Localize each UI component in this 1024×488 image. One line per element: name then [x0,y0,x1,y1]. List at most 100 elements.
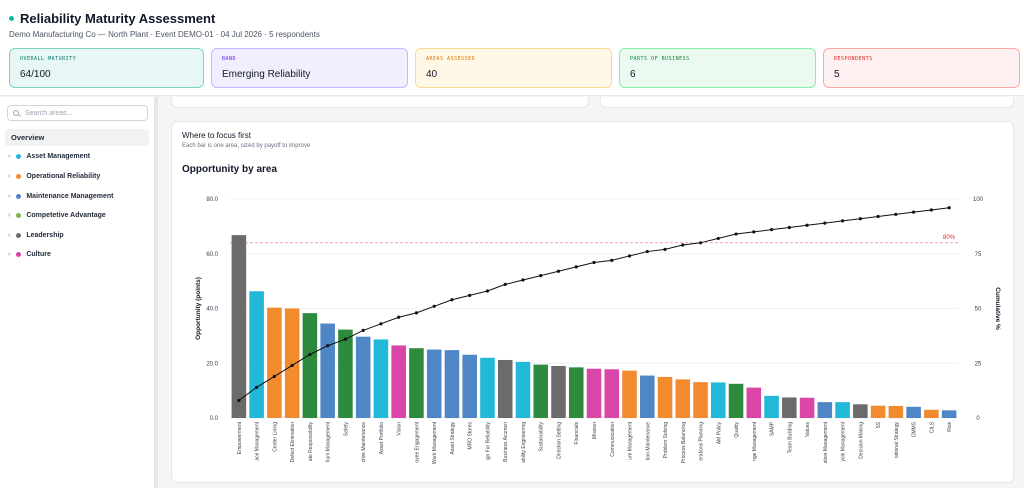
bar [924,409,939,418]
sidebar-item-label: Culture [26,251,51,258]
y-tick-label: 40.0 [206,307,218,313]
page-title: Reliability Maturity Assessment [20,11,216,26]
cumulative-point [432,304,436,308]
x-tick-label: ycle Management [841,421,847,461]
bar [480,357,495,418]
x-tick-label: tium Management [326,421,332,462]
sidebar-item-asset-management[interactable]: › Asset Management [8,153,90,160]
y2-tick-label: 0 [976,416,980,422]
bar [267,307,282,418]
previous-panel-left [171,97,589,108]
bar [568,367,584,418]
card-value: 64/100 [20,69,51,80]
search-box[interactable] [7,105,148,121]
card-value: 5 [834,69,840,80]
bar [888,405,904,418]
cumulative-point [840,219,845,223]
sidebar-item-label: Leadership [26,232,64,239]
y2-tick-label: 75 [975,252,982,258]
cumulative-point [397,315,401,319]
category-dot-icon [16,233,22,238]
bar [799,397,815,418]
x-tick-label: CMMS [912,421,918,437]
sidebar-item-culture[interactable]: › Culture [8,251,51,258]
x-tick-label: Financials [574,422,580,445]
bar [497,359,513,418]
y-tick-label: 60.0 [206,252,218,258]
cumulative-point [574,265,578,269]
bar [639,375,655,418]
card-value: 40 [426,69,438,80]
cumulative-point [823,221,827,225]
bar [906,406,921,418]
threshold-label: 80% [943,235,956,241]
sidebar-item-leadership[interactable]: › Leadership [8,232,64,239]
card-value: 6 [630,69,636,80]
search-input[interactable] [25,109,135,117]
category-dot-icon [16,194,22,199]
x-tick-label: Asset Portfolio [379,422,385,454]
x-tick-label: Decision Making [858,422,864,459]
cumulative-point [681,243,685,247]
bar [409,348,424,418]
cumulative-point [379,322,383,326]
cumulative-point [308,352,312,357]
cumulative-point [503,282,507,287]
cumulative-point [272,374,276,378]
bar [728,383,744,418]
bar [231,235,247,418]
sidebar-item-operational-reliability[interactable]: › Operational Reliability [8,173,100,180]
bar [284,308,300,418]
x-tick-label: Asset Strategy [450,422,456,455]
sidebar-item-maintenance-management[interactable]: › Maintenance Management [8,193,113,200]
x-tick-label: nge Management [752,421,758,461]
y2-tick-label: 100 [973,197,984,203]
bar [355,336,371,418]
y-tick-label: 0.0 [210,416,219,422]
sidebar-scrollbar[interactable] [155,97,158,488]
bar [622,370,637,418]
sidebar-item-overview[interactable]: Overview [5,129,149,146]
chevron-right-icon: › [8,212,11,219]
bar [515,361,531,418]
cumulative-point [326,344,330,348]
sidebar-item-competetive-advantage[interactable]: › Competetive Advantage [8,212,106,219]
cumulative-point [716,236,720,241]
band-card: BAND Emerging Reliability [211,48,408,88]
x-tick-label: ation Management [823,421,829,463]
panel-subtitle: Each bar is one area, sized by payoff to… [182,143,311,149]
cumulative-point [592,260,596,265]
brand-dot-icon [9,16,14,21]
card-value: Emerging Reliability [222,69,311,80]
x-tick-label: Sustainability [539,422,545,452]
x-tick-label: Team Building [787,422,793,454]
bar [338,329,353,418]
bar [373,339,389,418]
cumulative-point [787,225,791,230]
bar [853,404,868,418]
cumulative-point [858,217,862,221]
category-dot-icon [16,213,22,218]
category-dot-icon [16,252,22,257]
category-dot-icon [16,174,22,179]
sidebar: Overview › Asset Management › Operational R… [0,97,155,488]
y-axis-label: Opportunity (points) [195,277,202,340]
x-tick-label: AM Policy [716,422,722,445]
previous-panel-right [600,97,1014,108]
x-tick-label: erations Planning [699,422,705,461]
cumulative-point [361,328,365,332]
cumulative-point [947,206,951,210]
x-tick-label: oyee Engagement [414,421,420,462]
sidebar-item-label: Operational Reliability [26,173,101,180]
cumulative-point [539,274,543,278]
bar [533,364,549,418]
bar [870,405,886,418]
opportunity-chart: 0.0 20.0 40.0 60.0 80.0 0 25 50 75 100 Opportunity… [195,197,1001,464]
cumulative-point [894,212,898,216]
x-tick-label: CILS [929,421,935,433]
cumulative-point [752,230,756,234]
cumulative-point [485,289,490,293]
x-tick-label: tion Maintenance [645,422,651,460]
overall-maturity-card: OVERALL MATURITY 64/100 [9,48,204,88]
cumulative-point [912,210,916,214]
